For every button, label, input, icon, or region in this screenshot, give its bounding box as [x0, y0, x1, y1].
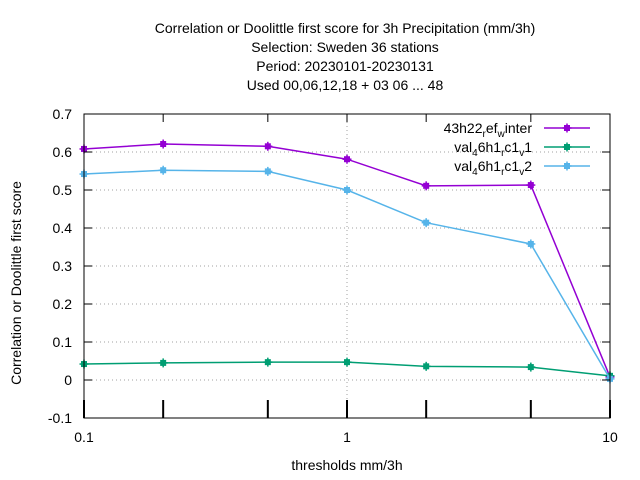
legend-label-part: r — [501, 148, 505, 159]
y-tick-label: -0.1 — [48, 410, 72, 426]
title-line: Correlation or Doolittle first score for… — [155, 20, 535, 36]
data-point — [562, 161, 572, 171]
grid-lines — [84, 114, 610, 418]
series-group — [79, 139, 615, 384]
legend-entry-2: val46h1rc1v1 — [454, 139, 590, 159]
data-point — [421, 181, 431, 191]
y-tick-label: 0.5 — [53, 182, 73, 198]
legend-label: 43h22refwinter — [444, 120, 533, 140]
legend-label-part: 2 — [524, 158, 532, 174]
y-tick-label: 0.3 — [53, 258, 73, 274]
legend-label-part: 4 — [472, 167, 478, 178]
data-point — [421, 361, 431, 371]
data-point — [158, 139, 168, 149]
y-tick-label: 0.6 — [53, 144, 73, 160]
legend-label-part: 6h1 — [478, 158, 502, 174]
x-tick-label: 10 — [602, 429, 618, 445]
legend-label-part: inter — [505, 120, 533, 136]
data-point — [526, 362, 536, 372]
x-tick-label: 0.1 — [74, 429, 94, 445]
title-line: Period: 20230101-20230131 — [256, 58, 434, 74]
y-tick-label: 0.4 — [53, 220, 73, 236]
data-point — [562, 123, 572, 133]
title-line: Selection: Sweden 36 stations — [251, 39, 439, 55]
y-tick-label: 0 — [64, 372, 72, 388]
legend-label-part: r — [483, 129, 487, 140]
legend-entry-1: 43h22refwinter — [444, 120, 590, 140]
data-point — [342, 185, 352, 195]
legend-label: val46h1rc1v2 — [454, 158, 532, 178]
data-point — [342, 154, 352, 164]
y-tick-label: 0.2 — [53, 296, 73, 312]
series-2 — [79, 357, 615, 381]
series-1 — [79, 139, 615, 382]
legend-label-part: 6h1 — [478, 139, 502, 155]
y-tick-label: 0.7 — [53, 106, 73, 122]
legend-label-part: c1 — [504, 139, 519, 155]
legend-label-part: 43h22 — [444, 120, 483, 136]
legend-label-part: w — [497, 129, 506, 140]
legend-label-part: 4 — [472, 148, 478, 159]
legend-entry-3: val46h1rc1v2 — [454, 158, 590, 178]
data-point — [526, 180, 536, 190]
legend-label-part: c1 — [504, 158, 519, 174]
data-point — [562, 142, 572, 152]
x-tick-label: 1 — [343, 429, 351, 445]
data-point — [342, 357, 352, 367]
data-point — [263, 166, 273, 176]
legend-label-part: val — [454, 139, 472, 155]
legend-label-part: ef — [486, 120, 498, 136]
title-line: Used 00,06,12,18 + 03 06 ... 48 — [247, 77, 444, 93]
axis-ticks — [83, 113, 611, 419]
data-point — [158, 358, 168, 368]
legend-label-part: v — [519, 167, 524, 178]
legend-label-part: 1 — [524, 139, 532, 155]
x-axis-label: thresholds mm/3h — [291, 457, 402, 473]
data-point — [263, 357, 273, 367]
data-point — [263, 141, 273, 151]
data-point — [421, 218, 431, 228]
y-axis-label: Correlation or Doolittle first score — [8, 181, 24, 385]
legend-label: val46h1rc1v1 — [454, 139, 532, 159]
legend-label-part: r — [501, 167, 505, 178]
data-point — [158, 165, 168, 175]
legend-label-part: v — [519, 148, 524, 159]
data-point — [526, 239, 536, 249]
legend-label-part: val — [454, 158, 472, 174]
x-tick-labels: 0.1 1 10 — [74, 429, 618, 445]
chart-title: Correlation or Doolittle first score for… — [155, 20, 535, 93]
y-tick-label: 0.1 — [53, 334, 73, 350]
y-tick-labels: -0.1 0 0.1 0.2 0.3 0.4 0.5 0.6 0.7 — [48, 106, 72, 426]
